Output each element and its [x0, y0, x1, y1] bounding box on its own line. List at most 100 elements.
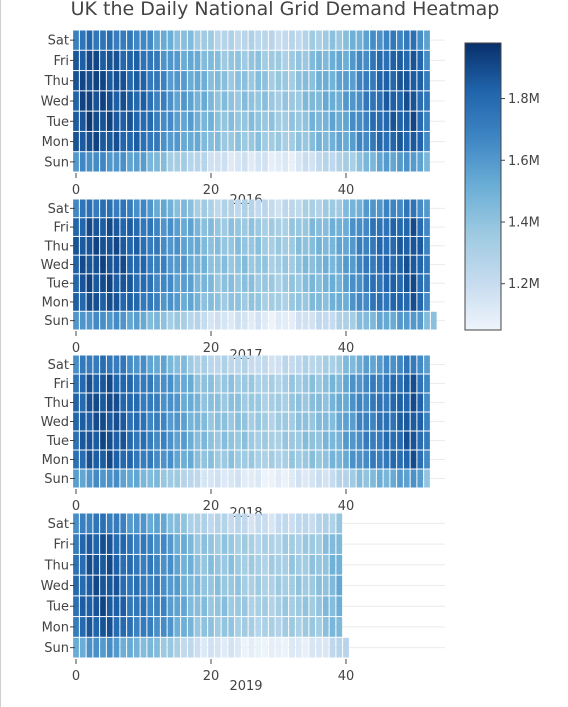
heatmap-cell — [410, 111, 417, 131]
heatmap-cell — [167, 311, 174, 330]
heatmap-cell — [147, 111, 154, 131]
heatmap-cell — [383, 199, 390, 218]
heatmap-cell — [410, 30, 417, 50]
heatmap-cell — [302, 199, 309, 218]
heatmap-cell — [214, 152, 221, 172]
heatmap-cell — [86, 596, 93, 617]
heatmap-cell — [106, 469, 113, 488]
heatmap-cell — [397, 412, 403, 431]
heatmap-cell — [147, 30, 154, 50]
heatmap-cell — [181, 450, 187, 469]
heatmap-cell — [302, 293, 309, 311]
heatmap-cell — [343, 218, 349, 236]
heatmap-cell — [201, 374, 208, 393]
heatmap-cell — [424, 91, 430, 111]
heatmap-cell — [417, 91, 424, 111]
heatmap-cell — [73, 374, 79, 393]
heatmap-cell — [383, 450, 390, 469]
heatmap-cell — [79, 91, 86, 111]
heatmap-cell — [289, 131, 295, 152]
heatmap-cell — [174, 71, 181, 91]
heatmap-cell — [410, 412, 417, 431]
heatmap-cell — [235, 554, 241, 575]
heatmap-cell — [316, 152, 322, 172]
heatmap-cell — [316, 199, 322, 218]
heatmap-cell — [248, 431, 255, 450]
heatmap-cell — [275, 152, 282, 172]
heatmap-cell — [255, 596, 262, 617]
heatmap-cell — [167, 274, 174, 293]
heatmap-cell — [120, 374, 127, 393]
heatmap-cell — [322, 575, 329, 596]
heatmap-cell — [262, 393, 268, 412]
heatmap-cell — [329, 575, 336, 596]
heatmap-cell — [248, 575, 255, 596]
heatmap-cell — [329, 71, 336, 91]
heatmap-cell — [322, 431, 329, 450]
heatmap-cell — [154, 596, 160, 617]
heatmap-cell — [140, 50, 147, 71]
heatmap-cell — [113, 534, 120, 554]
heatmap-cell — [106, 393, 113, 412]
heatmap-cell — [147, 218, 154, 236]
heatmap-cell — [329, 469, 336, 488]
heatmap-cell — [397, 469, 403, 488]
heatmap-cell — [235, 513, 241, 534]
heatmap-cell — [187, 355, 194, 374]
heatmap-cell — [214, 393, 221, 412]
x-tick-label: 40 — [338, 499, 355, 514]
heatmap-cell — [167, 617, 174, 637]
heatmap-cell — [140, 355, 147, 374]
heatmap-cell — [356, 311, 363, 330]
heatmap-cell — [295, 355, 302, 374]
heatmap-cell — [106, 111, 113, 131]
heatmap-cell — [147, 71, 154, 91]
heatmap-cell — [160, 637, 167, 658]
heatmap-cell — [376, 131, 383, 152]
heatmap-cell — [106, 152, 113, 172]
heatmap-cell — [336, 30, 343, 50]
day-label-wed: Wed — [41, 258, 69, 273]
heatmap-cell — [228, 355, 235, 374]
heatmap-cell — [140, 311, 147, 330]
heatmap-cell — [390, 255, 397, 274]
heatmap-cell — [93, 355, 100, 374]
heatmap-cell — [214, 50, 221, 71]
heatmap-cell — [349, 469, 356, 488]
heatmap-cell — [93, 617, 100, 637]
heatmap-cell — [106, 617, 113, 637]
heatmap-cell — [120, 554, 127, 575]
heatmap-cell — [181, 50, 187, 71]
heatmap-cell — [316, 131, 322, 152]
heatmap-cell — [376, 111, 383, 131]
heatmap-cell — [241, 374, 248, 393]
heatmap-cell — [336, 274, 343, 293]
heatmap-cell — [309, 199, 316, 218]
heatmap-cell — [214, 91, 221, 111]
heatmap-cell — [235, 199, 241, 218]
heatmap-cell — [336, 293, 343, 311]
heatmap-cell — [295, 450, 302, 469]
heatmap-cell — [403, 255, 410, 274]
day-label-fri: Fri — [54, 54, 70, 69]
heatmap-cell — [397, 274, 403, 293]
heatmap-cell — [79, 374, 86, 393]
heatmap-cell — [376, 152, 383, 172]
heatmap-cell — [295, 374, 302, 393]
heatmap-cell — [383, 274, 390, 293]
heatmap-cell — [309, 637, 316, 658]
heatmap-cell — [100, 311, 106, 330]
heatmap-cell — [147, 513, 154, 534]
heatmap-cell — [403, 355, 410, 374]
heatmap-cell — [120, 431, 127, 450]
heatmap-cell — [154, 71, 160, 91]
heatmap-cell — [154, 431, 160, 450]
heatmap-cell — [316, 637, 322, 658]
heatmap-cell — [194, 111, 201, 131]
heatmap-cell — [397, 374, 403, 393]
heatmap-cell — [316, 469, 322, 488]
heatmap-cell — [167, 236, 174, 255]
heatmap-cell — [147, 554, 154, 575]
day-label-mon: Mon — [42, 135, 69, 150]
heatmap-cell — [133, 274, 140, 293]
